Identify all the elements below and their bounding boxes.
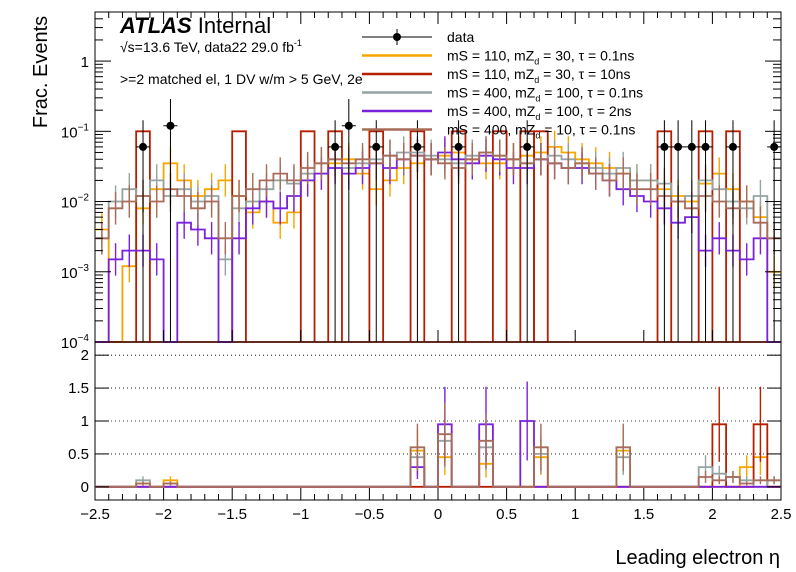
atlas-status: Internal bbox=[198, 13, 271, 38]
spike-red bbox=[299, 130, 316, 342]
data-point bbox=[687, 142, 696, 151]
x-tick-label: 0.5 bbox=[496, 506, 517, 523]
spike-red bbox=[491, 130, 508, 342]
spike-red bbox=[533, 130, 549, 342]
ratio-y-tick-label: 1 bbox=[81, 413, 89, 430]
data-point bbox=[372, 142, 381, 151]
y-axis-title: Frac. Events bbox=[30, 16, 52, 128]
data-point bbox=[728, 142, 737, 151]
y-tick-exponent: −1 bbox=[78, 122, 90, 133]
legend-label-gray: mS = 400, mZd = 100, τ = 0.1ns bbox=[447, 85, 643, 104]
legend-rest: = 100, τ = 0.1ns bbox=[540, 85, 643, 101]
x-tick-label: −1 bbox=[292, 506, 309, 523]
lumi-exponent: -1 bbox=[294, 38, 302, 48]
legend-label-purple: mS = 400, mZd = 100, τ = 2ns bbox=[447, 103, 631, 122]
data-point bbox=[331, 142, 340, 151]
x-tick-label: −1.5 bbox=[217, 506, 247, 523]
legend-rest: = 30, τ = 0.1ns bbox=[539, 48, 634, 64]
y-tick-label: 10−3 bbox=[61, 263, 90, 282]
data-point bbox=[674, 142, 683, 151]
legend-label-brown: mS = 400, mZd = 10, τ = 0.1ns bbox=[447, 122, 635, 141]
atlas-label: ATLAS Internal bbox=[119, 13, 271, 38]
data-point bbox=[701, 142, 710, 151]
data-point bbox=[523, 142, 532, 151]
legend-label-orange: mS = 110, mZd = 30, τ = 0.1ns bbox=[447, 48, 634, 67]
x-tick-label: −2 bbox=[155, 506, 172, 523]
y-tick-label: 10−2 bbox=[61, 193, 90, 212]
ratio-y-tick-label: 0 bbox=[81, 479, 89, 496]
x-tick-label: 0 bbox=[434, 506, 442, 523]
labels: Frac. Events Leading electron η ATLAS Inter… bbox=[30, 13, 780, 569]
x-tick-label: −0.5 bbox=[355, 506, 385, 523]
hist-brown bbox=[95, 151, 781, 240]
ratio-panel: 0 0.5 1 1.5 2 −2.5 −2 −1.5 −1 −0.5 0 0.5 1 1.5 2 2.5 bbox=[68, 341, 792, 523]
x-tick-label: 2.5 bbox=[771, 506, 792, 523]
legend-rest: = 30, τ = 10ns bbox=[539, 66, 630, 82]
energy-lumi-label: √s=13.6 TeV, data22 29.0 fb-1 bbox=[120, 38, 302, 55]
legend-rest: = 100, τ = 2ns bbox=[540, 103, 631, 119]
legend-subscript: d bbox=[535, 112, 540, 122]
legend-subscript: d bbox=[534, 75, 539, 85]
legend-subscript: d bbox=[534, 57, 539, 67]
x-tick-label: 1 bbox=[571, 506, 579, 523]
x-tick-label: 2 bbox=[708, 506, 716, 523]
legend-label-red: mS = 110, mZd = 30, τ = 10ns bbox=[447, 66, 630, 85]
data-point bbox=[166, 121, 175, 130]
data-point bbox=[660, 142, 669, 151]
ratio-y-tick-label: 1.5 bbox=[68, 380, 89, 397]
y-tick-exponent: −3 bbox=[78, 263, 90, 274]
data-point bbox=[139, 142, 148, 151]
data-point bbox=[413, 142, 422, 151]
x-axis-title: Leading electron η bbox=[615, 547, 780, 569]
ratio-y-tick-label: 2 bbox=[81, 347, 89, 364]
y-tick-label: 1 bbox=[81, 54, 89, 71]
y-tick-exponent: −4 bbox=[78, 333, 90, 344]
top-panel: 110−110−210−310−4 bbox=[61, 11, 782, 352]
legend-rest: = 10, τ = 0.1ns bbox=[540, 122, 635, 138]
data-point bbox=[344, 121, 353, 130]
legend-label-data: data bbox=[447, 29, 474, 45]
ratio-y-tick-label: 0.5 bbox=[68, 446, 89, 463]
legend-subscript: d bbox=[535, 131, 540, 141]
y-tick-exponent: −2 bbox=[78, 193, 90, 204]
x-tick-label: 1.5 bbox=[633, 506, 654, 523]
legend-subscript: d bbox=[535, 94, 540, 104]
data-point bbox=[454, 142, 463, 151]
y-tick-label: 10−1 bbox=[61, 122, 90, 141]
selection-label: >=2 matched el, 1 DV w/m > 5 GeV, 2e bbox=[120, 71, 363, 87]
ratio-hist-brown bbox=[95, 433, 781, 488]
legend-data-marker bbox=[393, 33, 401, 41]
x-tick-label: −2.5 bbox=[80, 506, 110, 523]
atlas-word: ATLAS bbox=[119, 13, 192, 38]
